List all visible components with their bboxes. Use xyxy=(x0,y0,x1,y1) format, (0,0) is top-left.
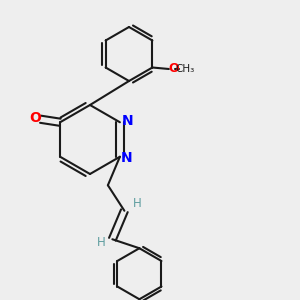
Text: H: H xyxy=(133,197,141,210)
Text: N: N xyxy=(121,151,132,165)
Text: O: O xyxy=(168,62,179,76)
Text: CH₃: CH₃ xyxy=(176,64,195,74)
Text: O: O xyxy=(29,111,41,125)
Text: H: H xyxy=(97,236,105,249)
Text: N: N xyxy=(122,114,133,128)
